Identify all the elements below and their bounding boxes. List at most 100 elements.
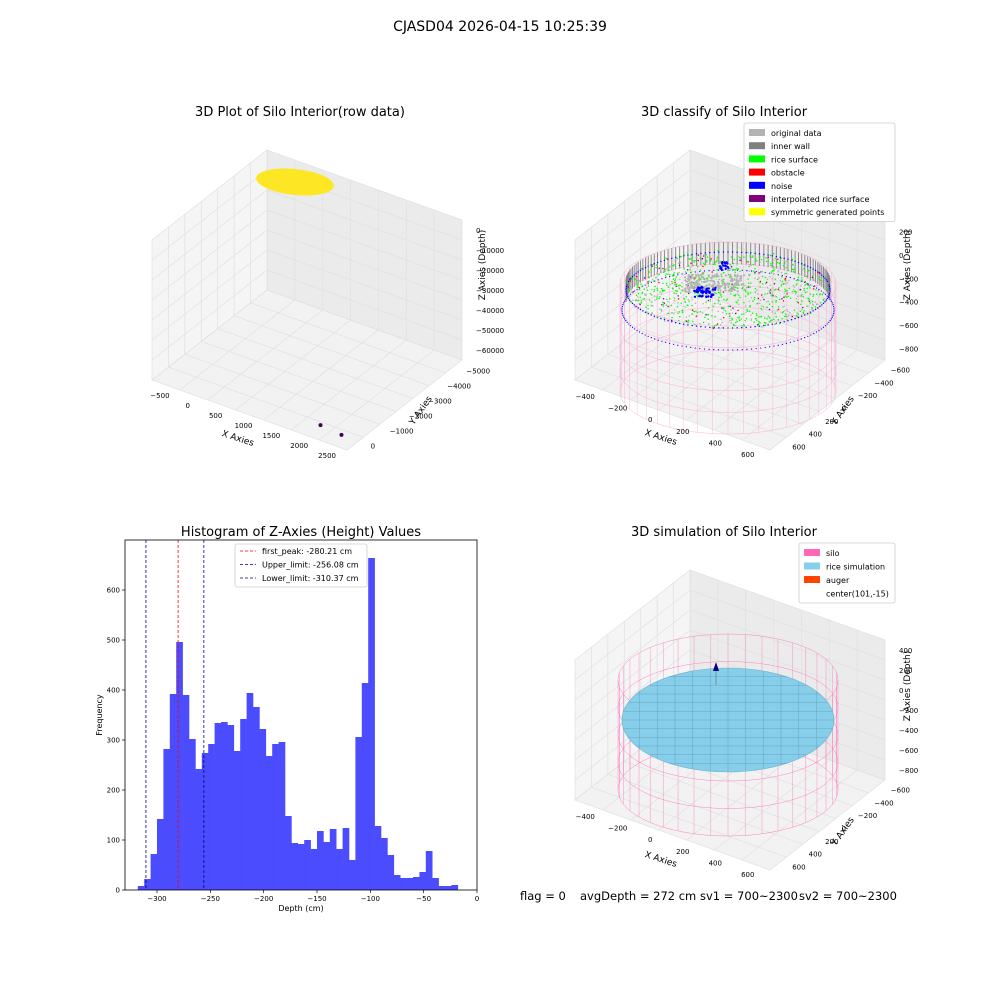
original-data-point	[735, 283, 738, 287]
original-data-point	[750, 264, 752, 267]
noise-point	[638, 331, 641, 333]
rice-surface-point	[814, 306, 817, 308]
rice-surface-point	[655, 298, 658, 300]
noise-point	[639, 308, 642, 311]
rice-surface-point	[733, 278, 736, 280]
noise-point	[750, 348, 753, 350]
original-data-point	[769, 275, 771, 278]
original-data-point	[708, 283, 711, 286]
noise-point	[700, 289, 703, 293]
y-tick-label: 600	[792, 444, 805, 452]
y-tick-label: 300	[107, 737, 120, 745]
noise-point	[777, 274, 779, 276]
rice-surface-point	[677, 312, 679, 315]
rice-surface-point	[694, 259, 696, 262]
rice-surface-point	[766, 292, 769, 295]
noise-point	[701, 291, 704, 295]
y-tick-label: 0	[842, 825, 846, 833]
original-data-point	[643, 293, 646, 295]
noise-point	[698, 286, 702, 290]
rice-surface-point	[699, 257, 701, 260]
noise-point	[621, 307, 623, 309]
rice-surface-point	[714, 302, 716, 305]
rice-surface-point	[734, 271, 736, 274]
rice-surface-point	[749, 256, 751, 258]
rice-surface-point	[667, 273, 669, 275]
floor-grid-line	[686, 329, 802, 421]
rice-surface-point	[693, 292, 696, 294]
noise-point	[713, 251, 716, 254]
left-grid-line	[574, 249, 691, 341]
original-data-point	[749, 273, 751, 276]
rice-surface-point	[655, 264, 658, 266]
rice-surface-point	[659, 291, 661, 293]
noise-point	[830, 318, 832, 320]
rice-surface-point	[775, 301, 777, 303]
original-data-point	[678, 262, 680, 264]
rice-surface-point	[707, 318, 709, 320]
panel1-tick-labels: −500050010001500200025000−1000−2000−3000…	[150, 227, 504, 460]
noise-point	[758, 325, 761, 327]
rice-surface-point	[654, 285, 656, 288]
original-data-point	[798, 289, 800, 291]
original-data-point	[733, 273, 736, 277]
noise-point	[763, 324, 765, 327]
rice-surface-point	[681, 285, 683, 288]
noise-point	[741, 349, 743, 351]
rice-surface-point	[714, 261, 717, 263]
original-data-point	[798, 273, 800, 275]
floor-grid-line	[184, 353, 380, 425]
original-data-point	[772, 273, 775, 275]
original-data-point	[697, 274, 700, 277]
rice-surface-point	[675, 276, 678, 278]
obstacle-point	[635, 275, 638, 278]
original-data-point	[731, 277, 734, 281]
original-data-point	[786, 281, 789, 284]
floor-grid-line	[714, 339, 830, 431]
z-tick-label: −60000	[476, 347, 504, 355]
rice-surface-point	[773, 265, 775, 268]
scatter-point	[318, 423, 323, 428]
noise-point	[681, 273, 683, 275]
original-data-point	[730, 322, 732, 324]
rice-surface-point	[763, 317, 766, 319]
original-data-point	[786, 308, 788, 311]
rice-surface-point	[696, 311, 698, 314]
rice-surface-point	[676, 257, 678, 260]
rice-surface-point	[774, 312, 776, 315]
z-tick-label: 200	[899, 229, 912, 237]
rice-surface-point	[717, 289, 719, 291]
rice-surface-point	[778, 287, 780, 289]
original-data-point	[710, 279, 713, 282]
rice-surface-point	[760, 307, 762, 310]
histogram-bar	[227, 725, 235, 890]
rice-surface-point	[729, 288, 731, 290]
rice-surface-point	[795, 284, 797, 286]
panel2-classified-points	[621, 242, 835, 351]
original-data-point	[709, 300, 712, 303]
rice-surface-point	[687, 321, 689, 323]
rice-surface-point	[679, 315, 681, 318]
noise-point	[814, 269, 817, 272]
floor-grid-line	[624, 761, 820, 832]
interpolated-point	[765, 281, 768, 284]
noise-point	[642, 310, 644, 312]
noise-point	[637, 271, 639, 273]
rice-surface-point	[712, 263, 715, 265]
original-data-point	[736, 273, 739, 276]
floor-grid-line	[263, 329, 379, 421]
rice-surface-point	[724, 310, 727, 312]
rice-surface-point	[711, 326, 714, 328]
noise-point	[674, 256, 677, 259]
original-data-point	[684, 279, 687, 282]
rice-surface-point	[678, 266, 681, 269]
interpolated-point	[701, 257, 704, 260]
histogram-bar	[278, 742, 286, 890]
rice-surface-point	[785, 266, 788, 269]
rice-surface-point	[808, 285, 810, 287]
original-data-point	[739, 258, 741, 260]
rice-surface-point	[754, 267, 756, 270]
x-tick-label: 200	[676, 848, 689, 856]
rice-surface-point	[691, 313, 694, 315]
interpolated-point	[663, 302, 666, 304]
